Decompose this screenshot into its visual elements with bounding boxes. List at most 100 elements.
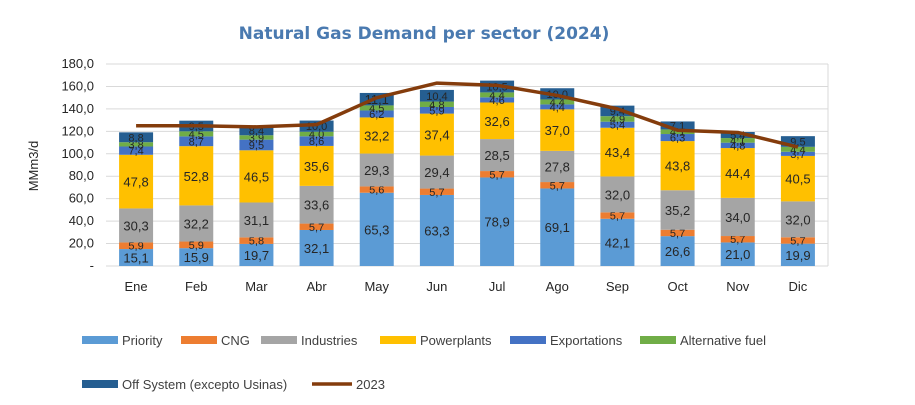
y-tick-label: 160,0	[61, 78, 94, 93]
bar-segment-industries	[600, 176, 635, 213]
data-label: 78,9	[484, 215, 509, 230]
data-label: 15,1	[123, 251, 148, 266]
bar-stack-sep: 42,15,732,043,45,44,99,4	[600, 105, 635, 266]
bar-segment-cng	[239, 237, 274, 244]
bar-segment-industries	[480, 139, 515, 172]
data-label: 3,9	[249, 132, 264, 144]
data-label: 40,5	[785, 172, 810, 187]
data-label: 29,3	[364, 163, 389, 178]
data-label: 35,2	[665, 203, 690, 218]
data-label: 69,1	[545, 220, 570, 235]
data-label: 4,8	[429, 99, 444, 111]
bar-segment-off-system-excepto-usinas-	[119, 132, 154, 143]
bar-stack-oct: 26,65,735,243,86,34,17,1	[660, 120, 695, 266]
bar-stack-jul: 78,95,728,532,64,64,410,5	[480, 80, 515, 266]
data-label: 32,2	[184, 216, 209, 231]
data-label: 42,1	[605, 235, 630, 250]
x-tick-label: Dic	[789, 279, 808, 294]
data-label: 35,6	[304, 159, 329, 174]
x-tick-label: May	[364, 279, 389, 294]
bar-stack-feb: 15,95,932,252,88,74,59,5	[179, 120, 214, 266]
bar-segment-powerplants	[239, 150, 274, 203]
bar-segment-powerplants	[540, 109, 575, 151]
bar-segment-cng	[119, 242, 154, 250]
legend-label: Exportations	[550, 333, 623, 348]
data-label: 6,3	[670, 133, 685, 145]
bar-segment-industries	[419, 155, 454, 189]
bar-stack-may: 65,35,629,332,26,24,511,1	[359, 92, 394, 266]
data-label: 33,6	[304, 198, 329, 213]
bar-segment-powerplants	[480, 102, 515, 140]
data-label: 43,8	[665, 159, 690, 174]
bar-segment-priority	[119, 249, 154, 266]
bar-segment-exportations	[239, 139, 274, 151]
bar-segment-cng	[720, 236, 755, 243]
bar-segment-priority	[780, 243, 815, 266]
line-2023	[136, 81, 799, 149]
data-label: 5,7	[670, 228, 685, 240]
data-label: 5,7	[790, 235, 805, 247]
bar-segment-priority	[359, 192, 394, 266]
bar-stack-dic: 19,95,732,040,53,74,49,5	[780, 136, 815, 266]
bar-segment-exportations	[419, 106, 454, 114]
data-label: 37,4	[424, 128, 449, 143]
legend-label: 2023	[356, 377, 385, 392]
grid-lines	[106, 63, 829, 267]
bar-segment-powerplants	[720, 148, 755, 198]
bar-segment-cng	[780, 237, 815, 244]
legend-label: Industries	[301, 333, 358, 348]
bar-segment-alternative-fuel	[299, 131, 334, 137]
bar-segment-powerplants	[660, 141, 695, 191]
data-label: 32,1	[304, 241, 329, 256]
bar-segment-industries	[720, 197, 755, 237]
data-label: 27,8	[545, 159, 570, 174]
bar-segment-exportations	[480, 97, 515, 103]
data-label: 19,9	[785, 248, 810, 263]
data-label: 5,7	[550, 180, 565, 192]
y-tick-label: 100,0	[61, 146, 94, 161]
data-label: 15,9	[184, 250, 209, 265]
bar-segment-cng	[179, 241, 214, 249]
bar-segment-cng	[419, 188, 454, 195]
bar-segment-priority	[540, 188, 575, 266]
data-label: 5,9	[128, 241, 143, 253]
bar-segment-powerplants	[299, 145, 334, 186]
data-label: 4,4	[550, 102, 565, 114]
y-tick-label: -	[90, 258, 94, 273]
y-tick-label: 120,0	[61, 123, 94, 138]
data-label: 32,0	[785, 212, 810, 227]
bar-segment-cng	[660, 229, 695, 237]
bar-segment-cng	[359, 186, 394, 193]
bar-segment-industries	[540, 150, 575, 183]
bar-stack-jun: 63,3 5,7 29,4 37,4 5,94,810,4	[419, 89, 454, 266]
legend-swatch	[261, 336, 297, 344]
bar-segment-powerplants	[600, 127, 635, 177]
data-label: 5,4	[610, 120, 625, 132]
bar-segment-alternative-fuel	[600, 116, 635, 122]
data-label: 52,8	[184, 169, 209, 184]
data-label: 32,0	[605, 187, 630, 202]
data-label: 21,0	[725, 247, 750, 262]
data-label: 5,7	[489, 169, 504, 181]
y-tick-label: 20,0	[69, 236, 94, 251]
data-label: 37,0	[545, 123, 570, 138]
bar-stack-abr: 32,15,733,635,68,64,010,0	[299, 120, 334, 266]
data-label: 29,4	[424, 165, 449, 180]
bar-segment-cng	[540, 182, 575, 189]
bar-segment-alternative-fuel	[419, 101, 454, 107]
x-tick-label: Ago	[546, 279, 569, 294]
bar-segment-cng	[299, 223, 334, 230]
data-label: 65,3	[364, 222, 389, 237]
line-2023-path	[136, 81, 799, 149]
data-label: 5,7	[610, 211, 625, 223]
bar-segment-powerplants	[780, 155, 815, 202]
data-label: 31,1	[244, 213, 269, 228]
data-label: 4,0	[309, 129, 324, 141]
bar-segment-powerplants	[359, 117, 394, 154]
data-label: 9,5	[249, 140, 264, 152]
bar-segment-cng	[480, 171, 515, 178]
legend-swatch	[510, 336, 546, 344]
bar-segment-industries	[239, 202, 274, 238]
legend-label: CNG	[221, 333, 250, 348]
bar-segment-industries	[660, 190, 695, 230]
